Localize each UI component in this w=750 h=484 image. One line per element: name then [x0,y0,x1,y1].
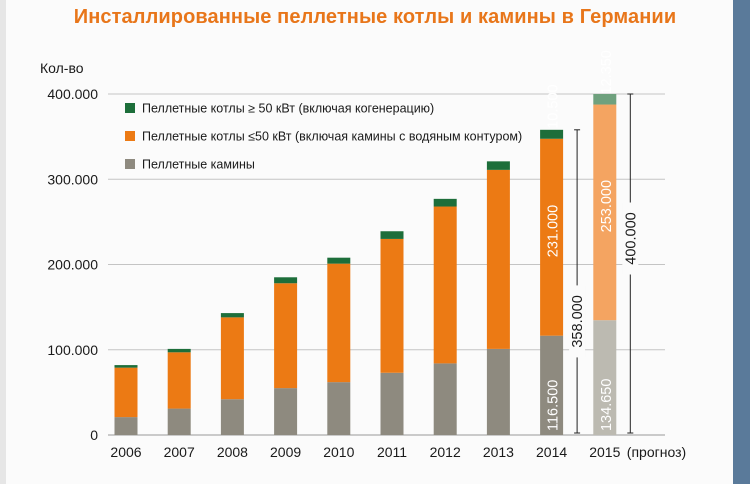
bar-gray [486,348,510,435]
bar-green [274,277,298,284]
bar-gray [540,335,564,435]
bar-gray [593,320,617,435]
legend-swatch-orange [125,131,135,141]
bar-gray [274,388,298,435]
bar-value-label: 116.500 [546,380,562,431]
bar-gray [327,382,351,435]
legend-swatch-gray [125,159,135,169]
y-tick-label: 400.000 [47,86,98,102]
bar-green [220,313,244,318]
bar-value-label: 12.350 [599,50,615,94]
x-tick-label: 2014 [536,444,567,460]
bar-gray [220,399,244,435]
legend-swatch-green [125,103,135,113]
bar-orange [593,104,617,321]
bar-gray [167,408,191,435]
x-tick-label: 2013 [483,444,514,460]
total-value-label: 400.000 [623,212,639,264]
legend-label: Пеллетные котлы ≥ 50 кВт (включая когене… [142,102,434,116]
bar-green [593,94,617,105]
bar-orange [433,206,457,364]
x-tick-label: 2011 [377,444,407,460]
bar-green [167,348,191,353]
y-tick-label: 0 [90,427,98,443]
y-tick-label: 200.000 [47,257,98,273]
x-tick-label: 2006 [110,444,141,460]
y-tick-label: 300.000 [47,171,98,187]
bar-green [380,231,404,239]
total-label-bg [569,285,586,358]
bar-orange [327,263,351,383]
bar-value-label: 231.000 [546,205,562,257]
bar-green [540,129,564,139]
bar-orange [167,352,191,409]
y-tick-label: 100.000 [47,342,98,358]
x-tick-label: 2010 [323,444,354,460]
forecast-note: (прогноз) [627,444,686,460]
bar-orange [540,138,564,336]
bar-gray [380,372,404,435]
bar-green [486,161,510,170]
bar-orange [380,238,404,373]
y-axis-label: Кол-во [40,60,84,76]
bar-orange [486,169,510,349]
x-tick-label: 2008 [217,444,248,460]
x-tick-label: 2007 [164,444,195,460]
bar-orange [114,367,138,418]
chart-plot: 0 100.000 200.000 300.000 400.000 Кол-во 2006 2… [40,50,687,460]
legend-label: Пеллетные камины [142,158,255,172]
bar-orange [220,317,244,400]
total-label-bg [622,202,639,275]
bar-green [433,198,457,207]
right-edge-strip [733,0,750,484]
left-edge-strip [0,0,6,484]
chart-title: Инсталлированные пеллетные котлы и камин… [73,6,677,28]
bar-value-label: 253.000 [599,180,615,232]
bar-value-label: 134.650 [599,379,615,431]
x-tick-label: 2009 [270,444,301,460]
bar-green [114,365,138,368]
bar-gray [433,363,457,435]
legend-label: Пеллетные котлы ≤50 кВт (включая камины … [142,130,522,144]
total-value-label: 358.000 [570,295,586,347]
bar-gray [114,417,138,435]
bar-value-label: 10.500 [546,84,562,128]
x-tick-label: 2015 [589,444,620,460]
bar-orange [274,283,298,389]
x-tick-label: 2012 [430,444,461,460]
bar-green [327,257,351,264]
